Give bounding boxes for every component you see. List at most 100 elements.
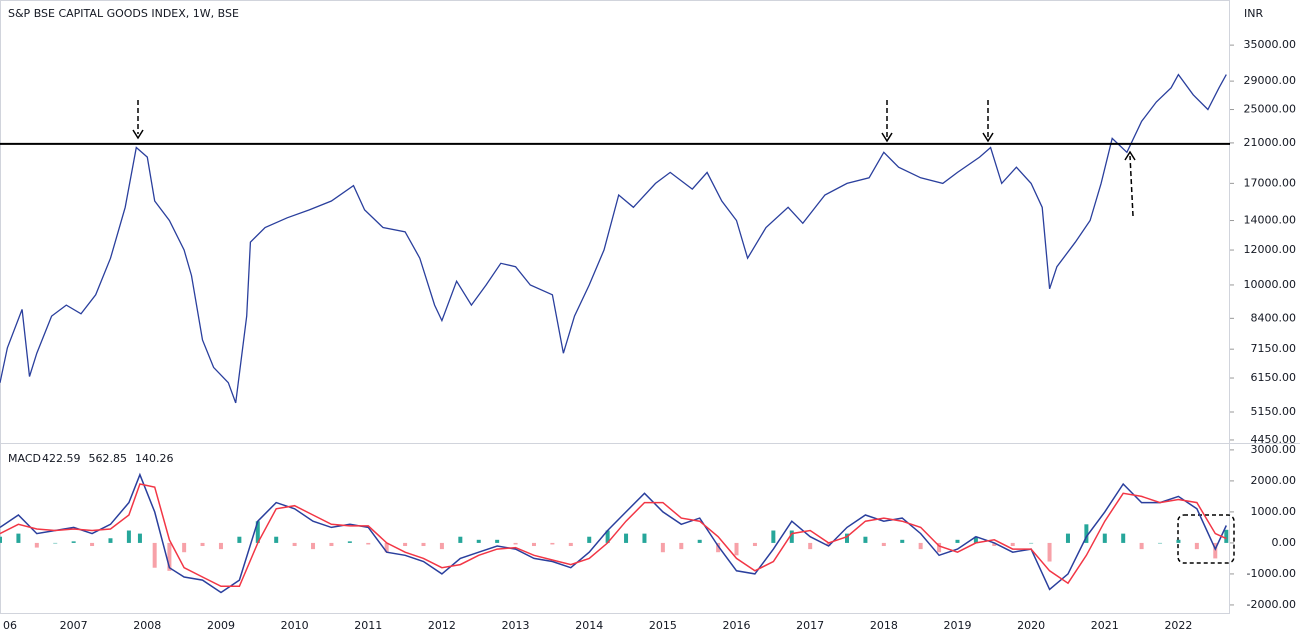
histogram-bar — [918, 542, 923, 550]
histogram-bar — [366, 542, 371, 545]
histogram-bar — [274, 536, 279, 543]
histogram-bar — [292, 542, 297, 547]
histogram-bar — [605, 530, 610, 543]
y-tick-label: 14000.00 — [1244, 214, 1297, 227]
histogram-bar — [403, 542, 408, 547]
x-tick-label: 2008 — [133, 619, 161, 632]
histogram-bar — [992, 542, 997, 547]
histogram-bar — [1084, 524, 1089, 543]
arrow — [1129, 155, 1134, 217]
histogram-bar — [34, 542, 39, 548]
y-tick-label: 35000.00 — [1244, 38, 1297, 51]
macd-readout: 422.59 — [42, 452, 81, 465]
histogram-bar — [90, 542, 95, 547]
histogram-bar — [16, 533, 21, 543]
x-tick-label: 2011 — [354, 619, 382, 632]
histogram-bar — [311, 542, 316, 550]
y-tick-label: 25000.00 — [1244, 103, 1297, 116]
histogram-bar — [137, 533, 142, 543]
histogram-bar — [955, 539, 960, 543]
macd-readout: 140.26 — [135, 452, 174, 465]
histogram-bar — [826, 542, 831, 547]
arrow-head — [881, 132, 893, 143]
histogram-bar — [1065, 533, 1070, 543]
histogram-bar — [71, 541, 76, 543]
y-tick-label: 29000.00 — [1244, 74, 1297, 87]
x-tick-label: 06 — [3, 619, 17, 632]
x-tick-label: 2017 — [796, 619, 824, 632]
y-tick-label: 6150.00 — [1251, 371, 1297, 384]
histogram-bar — [642, 533, 647, 543]
histogram-bar — [550, 542, 555, 545]
histogram-bar — [126, 530, 131, 543]
histogram-bar — [200, 542, 205, 547]
histogram-bar — [845, 533, 850, 543]
y-tick-label: -1000.00 — [1247, 567, 1296, 580]
histogram-bar — [329, 542, 334, 547]
histogram-bar — [624, 533, 629, 543]
y-tick-label: 3000.00 — [1251, 443, 1297, 456]
plot-border — [0, 0, 1230, 614]
y-tick-label: 4450.00 — [1251, 433, 1297, 446]
histogram-bar — [900, 539, 905, 543]
histogram-bar — [152, 542, 157, 568]
x-tick-label: 2015 — [649, 619, 677, 632]
currency-label: INR — [1244, 7, 1263, 20]
arrow-head — [982, 132, 994, 143]
histogram-bar — [881, 542, 886, 547]
histogram-bar — [973, 536, 978, 543]
macd-title: MACD — [8, 452, 41, 465]
histogram-bar — [1224, 529, 1229, 543]
histogram-bar — [1158, 542, 1163, 544]
histogram-bar — [752, 542, 757, 547]
y-tick-label: -2000.00 — [1247, 598, 1296, 611]
annotations — [132, 100, 1235, 564]
histogram-bar — [697, 539, 702, 543]
histogram-bar — [1194, 542, 1199, 550]
histogram-bar — [1121, 533, 1126, 543]
histogram-bar — [0, 536, 2, 543]
histogram-bar — [937, 542, 942, 553]
y-tick-label: 5150.00 — [1251, 405, 1297, 418]
histogram-bar — [421, 542, 426, 547]
histogram-bar — [716, 542, 721, 553]
histogram-bar — [587, 536, 592, 543]
highlight-box — [1177, 514, 1235, 564]
histogram-bar — [439, 542, 444, 550]
macd-readout: 562.85 — [89, 452, 128, 465]
histogram-bar — [108, 538, 113, 543]
x-tick-label: 2022 — [1164, 619, 1192, 632]
histogram-bar — [789, 530, 794, 543]
histogram-bar — [1010, 542, 1015, 547]
histogram-bar — [255, 521, 260, 543]
arrow-head — [132, 129, 144, 140]
y-tick-label: 8400.00 — [1251, 311, 1297, 324]
histogram-bar — [1047, 542, 1052, 562]
histogram-bar — [660, 542, 665, 553]
histogram-bar — [1139, 542, 1144, 550]
y-tick-label: 2000.00 — [1251, 474, 1297, 487]
y-tick-label: 12000.00 — [1244, 243, 1297, 256]
histogram-bar — [1102, 533, 1107, 543]
histogram-bar — [476, 539, 481, 543]
chart-title: S&P BSE CAPITAL GOODS INDEX, 1W, BSE — [8, 7, 239, 20]
histogram-bar — [53, 542, 58, 544]
x-tick-label: 2013 — [502, 619, 530, 632]
x-tick-label: 2021 — [1091, 619, 1119, 632]
macd-line — [0, 483, 1227, 588]
x-tick-label: 2019 — [943, 619, 971, 632]
y-tick-label: 1000.00 — [1251, 505, 1297, 518]
x-tick-label: 2018 — [870, 619, 898, 632]
histogram-bar — [1176, 539, 1181, 543]
histogram-bar — [679, 542, 684, 550]
histogram-bar — [218, 542, 223, 550]
histogram-bar — [531, 542, 536, 547]
histogram-bar — [1029, 542, 1034, 544]
macd-line — [0, 472, 1227, 594]
x-tick-label: 2014 — [575, 619, 603, 632]
histogram-bar — [771, 530, 776, 543]
histogram-bar — [495, 539, 500, 543]
x-tick-label: 2012 — [428, 619, 456, 632]
